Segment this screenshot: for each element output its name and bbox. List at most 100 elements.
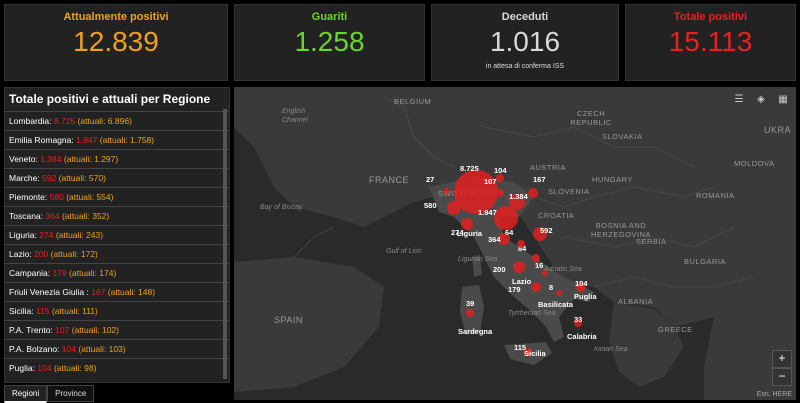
region-active: (attuali: 103) — [78, 344, 126, 354]
region-name: Lazio: — [9, 249, 32, 259]
zoom-out-button[interactable]: − — [772, 368, 792, 386]
region-active: (attuali: 1.758) — [99, 135, 155, 145]
sea-label: Ionian Sea — [594, 346, 628, 353]
table-row: P.A. Trento: 107 (attuali: 102) — [5, 320, 229, 339]
region-label: Liguria — [457, 229, 483, 238]
case-bubble[interactable] — [454, 170, 498, 214]
region-label: Sicilia — [524, 349, 546, 358]
list-icon[interactable]: ☰ — [734, 94, 744, 105]
card-value: 1.258 — [294, 26, 365, 57]
case-bubble[interactable] — [524, 348, 532, 356]
region-label: Calabria — [567, 332, 597, 341]
region-name: Marche: — [9, 173, 40, 183]
case-bubble[interactable] — [576, 282, 586, 292]
region-list-panel: Totale positivi e attuali per Regione Lo… — [4, 87, 230, 383]
table-row: Toscana: 364 (attuali: 352) — [5, 206, 229, 225]
bubble-label: 27 — [426, 175, 435, 184]
region-label: Sardegna — [458, 327, 493, 336]
region-name: Sicilia: — [9, 306, 34, 316]
qrcode-icon[interactable]: ▦ — [778, 94, 788, 105]
region-total: 179 — [52, 268, 67, 278]
card-label: Guariti — [311, 11, 348, 23]
card-guariti: Guariti 1.258 — [234, 4, 425, 81]
case-bubble[interactable] — [494, 206, 518, 230]
case-bubble[interactable] — [466, 309, 474, 317]
case-bubble[interactable] — [496, 174, 504, 182]
basemap — [234, 87, 796, 400]
bubble-label: 115 — [514, 343, 527, 352]
case-bubble[interactable] — [496, 189, 504, 197]
tab-province[interactable]: Province — [47, 385, 95, 402]
bubble-label: 33 — [574, 315, 583, 324]
layers-icon[interactable]: ◈ — [757, 94, 765, 105]
country-label: BULGARIA — [684, 257, 726, 266]
country-label: UKRA — [764, 125, 792, 135]
sea-label: Tyrrhenian Sea — [508, 310, 556, 317]
region-label: Lazio — [512, 277, 532, 286]
case-bubble[interactable] — [447, 201, 461, 215]
bubble-label: 104 — [575, 279, 588, 288]
case-bubble[interactable] — [509, 194, 525, 210]
case-bubble[interactable] — [498, 233, 510, 245]
card-value: 15.113 — [668, 26, 753, 57]
case-bubble[interactable] — [533, 227, 547, 241]
list-title: Totale positivi e attuali per Regione — [9, 92, 211, 106]
bubble-label: 1.384 — [509, 192, 528, 201]
country-label: SLOVAKIA — [602, 132, 643, 141]
region-active: (attuali: 111) — [51, 306, 98, 316]
case-bubble[interactable] — [532, 254, 540, 262]
bubble-label: 592 — [540, 226, 553, 235]
case-bubble[interactable] — [461, 218, 473, 230]
country-borders — [293, 96, 755, 288]
land-corsica — [472, 255, 482, 277]
country-label: BOSNIA AND HERZEGOVINA — [590, 221, 652, 239]
card-label: Deceduti — [501, 11, 549, 23]
case-bubble[interactable] — [542, 270, 548, 276]
table-row: Lombardia: 8.725 (attuali: 6.896) — [5, 111, 229, 130]
region-total: 104 — [37, 363, 52, 373]
card-label: Attualmente positivi — [63, 11, 169, 23]
bubble-label: 200 — [493, 265, 506, 274]
country-label: SLOVENIA — [548, 187, 590, 196]
card-deceduti: Deceduti 1.016 in attesa di conferma ISS — [431, 4, 619, 81]
case-bubble[interactable] — [513, 261, 525, 273]
country-label: ROMANIA — [696, 191, 735, 200]
case-bubble[interactable] — [531, 282, 541, 292]
bubble-label: 274 — [451, 228, 464, 237]
case-bubble[interactable] — [528, 188, 538, 198]
bubble-label: 39 — [466, 299, 475, 308]
case-bubble[interactable] — [517, 240, 525, 248]
bubble-label: 8.725 — [460, 164, 479, 173]
region-name: Emilia Romagna: — [9, 135, 74, 145]
case-bubble[interactable] — [556, 290, 562, 296]
table-row: Friuli Venezia Giulia : 167 (attuali: 14… — [5, 282, 229, 301]
bubble-label: 364 — [488, 235, 501, 244]
card-value: 1.016 — [489, 26, 561, 57]
zoom-in-button[interactable]: + — [772, 350, 792, 368]
bubble-label: 179 — [508, 285, 521, 294]
tab-bar: Regioni Province — [4, 383, 95, 403]
map-view[interactable]: BELGIUM CZECH REPUBLIC UKRA SLOVAKIA MOLDOVA… — [234, 87, 796, 400]
table-row: Marche: 592 (attuali: 570) — [5, 168, 229, 187]
region-name: Veneto: — [9, 154, 38, 164]
table-row: P.A. Bolzano: 104 (attuali: 103) — [5, 339, 229, 358]
bubble-label: 104 — [494, 166, 507, 175]
tab-regioni[interactable]: Regioni — [4, 385, 48, 403]
table-row: Veneto: 1.384 (attuali: 1.297) — [5, 149, 229, 168]
region-active: (attuali: 174) — [69, 268, 117, 278]
region-total: 200 — [34, 249, 49, 259]
region-active: (attuali: 352) — [61, 211, 110, 221]
case-bubble[interactable] — [443, 188, 449, 194]
land-greece-turkey — [609, 302, 796, 400]
table-row: Liguria: 274 (attuali: 243) — [5, 225, 229, 244]
table-row: Campania: 179 (attuali: 174) — [5, 263, 229, 282]
case-bubble[interactable] — [574, 319, 582, 327]
map-attribution: Esri, HERE — [756, 391, 792, 398]
region-total: 364 — [45, 211, 60, 221]
region-active: (attuali: 570) — [58, 173, 106, 183]
bubble-label: 8 — [549, 283, 554, 292]
region-active: (attuali: 102) — [71, 325, 119, 335]
sea-label: Gulf of Lion — [386, 248, 422, 255]
country-label: HUNGARY — [592, 175, 633, 184]
scrollbar[interactable] — [223, 109, 227, 379]
